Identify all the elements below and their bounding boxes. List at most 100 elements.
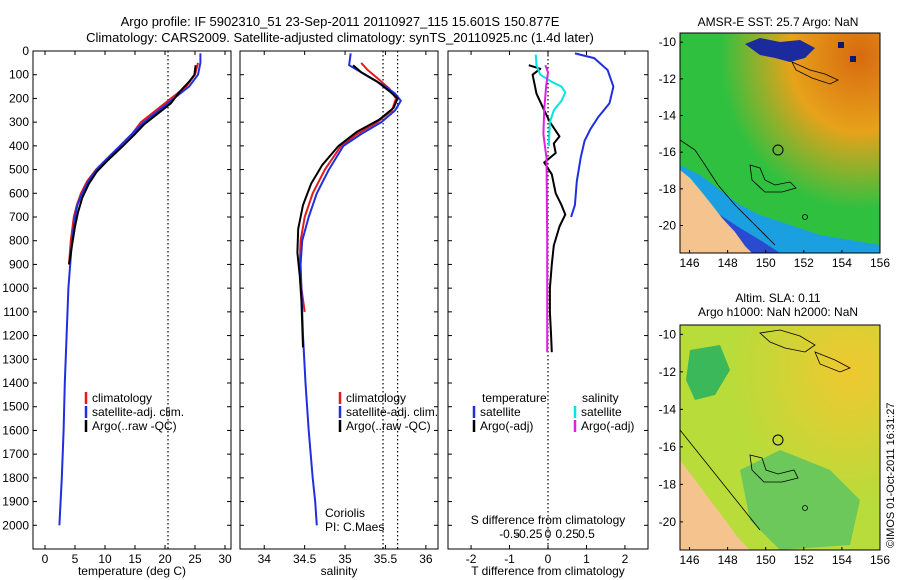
sst-missing-pixel (838, 42, 844, 48)
legend-label-climatology: climatology (346, 391, 406, 405)
sst-map-ticks: 146 148 150 152 154 156 -10 -12 -14 -16 -18 -20 (659, 35, 891, 270)
series-line-argo-raw-qc- (296, 64, 399, 348)
sst-reef-outline (749, 164, 797, 193)
temperature-profiles (58, 51, 202, 549)
sla-reef-outline (749, 454, 799, 483)
difference-xlabel-top: S difference from climatology (471, 513, 626, 527)
depth-tick-label: 1800 (2, 471, 29, 485)
depth-tick-label: 200 (9, 91, 29, 105)
depth-tick-label: 1000 (2, 281, 29, 295)
coriolis-annotation: Coriolis (325, 506, 365, 520)
map-lon-label: 146 (680, 256, 700, 270)
x-tick-label: -2 (466, 552, 477, 566)
difference-profiles (528, 51, 615, 549)
sla-map-frame (679, 324, 881, 551)
x-tick-label: 10 (98, 552, 112, 566)
sla-map (680, 325, 880, 550)
map-lat-label: -18 (659, 182, 677, 196)
x-tick-label: 25 (188, 552, 202, 566)
temperature-axis-ticks: 0100200300400500600700800900100011001200… (2, 44, 232, 566)
map-lon-label: 152 (794, 256, 814, 270)
figure-subtitle: Climatology: CARS2009. Satellite-adjuste… (86, 30, 594, 45)
sst-missing-pixel (850, 56, 856, 62)
depth-tick-label: 1900 (2, 495, 29, 509)
top-x-tick-label: 0.25 (556, 527, 580, 541)
legend-label-sal-satellite: satellite (581, 405, 622, 419)
salinity-legend: climatology satellite-adj. clim. Argo(..… (325, 391, 438, 534)
map-lat-label: -10 (659, 327, 677, 341)
map-lon-label: 146 (680, 553, 700, 567)
legend-label-argo: Argo(..raw -QC) (92, 419, 177, 433)
sst-map-frame (679, 32, 881, 254)
sla-low-region (740, 450, 860, 550)
map-lon-label: 156 (870, 553, 890, 567)
legend-label-temp-argo: Argo(-adj) (480, 419, 533, 433)
difference-xlabel: T difference from climatology (471, 564, 625, 578)
map-lat-label: -10 (659, 35, 677, 49)
map-lat-label: -16 (659, 145, 677, 159)
salinity-xlabel: salinity (321, 564, 358, 578)
difference-axis-ticks: -2 -1 0 1 2 -0.5-0.25 0 0.25 0.5 (448, 50, 648, 566)
map-lon-label: 148 (718, 553, 738, 567)
depth-tick-label: 1200 (2, 329, 29, 343)
sla-small-island (802, 505, 808, 511)
map-lon-label: 154 (832, 553, 852, 567)
temperature-xlabel: temperature (deg C) (78, 564, 186, 578)
map-lat-label: -12 (659, 72, 677, 86)
x-tick-label: 30 (218, 552, 232, 566)
top-x-tick-label: 0.5 (578, 527, 595, 541)
temperature-panel-frame (32, 50, 232, 550)
temperature-legend: climatology satellite-adj. clim. Argo(..… (84, 391, 184, 433)
series-line-temperature-satellite (570, 52, 615, 218)
legend-label-argo: Argo(..raw -QC) (346, 419, 431, 433)
sla-low-region (686, 345, 730, 400)
sla-map-ticks: 146 148 150 152 154 156 -10 -12 -14 -16 -18 -20 (659, 327, 891, 567)
legend-label-temp-satellite: satellite (480, 405, 521, 419)
map-lat-label: -14 (659, 402, 677, 416)
legend-label-satellite: satellite-adj. clim. (346, 405, 438, 419)
argo-float-marker (772, 144, 784, 156)
depth-tick-label: 900 (9, 257, 29, 271)
top-x-tick-label: -0.5 (499, 527, 520, 541)
series-line-salinity-argo-adj- (542, 64, 549, 353)
depth-tick-label: 300 (9, 115, 29, 129)
sst-map (680, 33, 880, 253)
map-lon-label: 156 (870, 256, 890, 270)
sst-png-land (745, 38, 815, 62)
salinity-profiles (296, 51, 402, 549)
series-line-argo-raw-qc- (68, 65, 197, 265)
depth-tick-label: 1100 (3, 305, 29, 319)
depth-tick-label: 2000 (2, 518, 29, 532)
legend-header-salinity: salinity (582, 391, 619, 405)
series-line-satellite-adj-clim- (299, 53, 402, 526)
depth-tick-label: 1700 (2, 447, 29, 461)
sla-land-australia (680, 460, 750, 550)
legend-label-climatology: climatology (92, 391, 152, 405)
x-tick-label: 35 (338, 552, 352, 566)
legend-header-temperature: temperature (482, 391, 547, 405)
x-tick-label: 5 (72, 552, 79, 566)
depth-tick-label: 600 (9, 186, 29, 200)
map-lat-label: -12 (659, 365, 677, 379)
x-tick-label: 0 (42, 552, 49, 566)
map-lat-label: -20 (659, 515, 677, 529)
sst-land-australia (680, 170, 752, 253)
depth-tick-label: 1500 (2, 400, 29, 414)
legend-label-sal-argo: Argo(-adj) (581, 419, 634, 433)
map-lon-label: 148 (718, 256, 738, 270)
depth-tick-label: 800 (9, 234, 29, 248)
top-x-tick-label: -0.25 (515, 527, 543, 541)
salinity-axis-ticks: 34 34.5 35 35.5 36 (240, 50, 438, 566)
x-tick-label: 20 (158, 552, 172, 566)
map-lat-label: -20 (659, 219, 677, 233)
x-tick-label: 35.5 (374, 552, 398, 566)
x-tick-label: 1 (583, 552, 590, 566)
sla-shelf-contour (680, 429, 761, 531)
x-tick-label: 2 (622, 552, 629, 566)
sla-map-title-line2: Argo h1000: NaN h2000: NaN (698, 305, 858, 319)
sst-small-island (802, 214, 808, 220)
x-tick-label: 36 (419, 552, 433, 566)
x-tick-label: 34 (258, 552, 272, 566)
depth-tick-label: 700 (9, 210, 29, 224)
map-lon-label: 150 (756, 553, 776, 567)
